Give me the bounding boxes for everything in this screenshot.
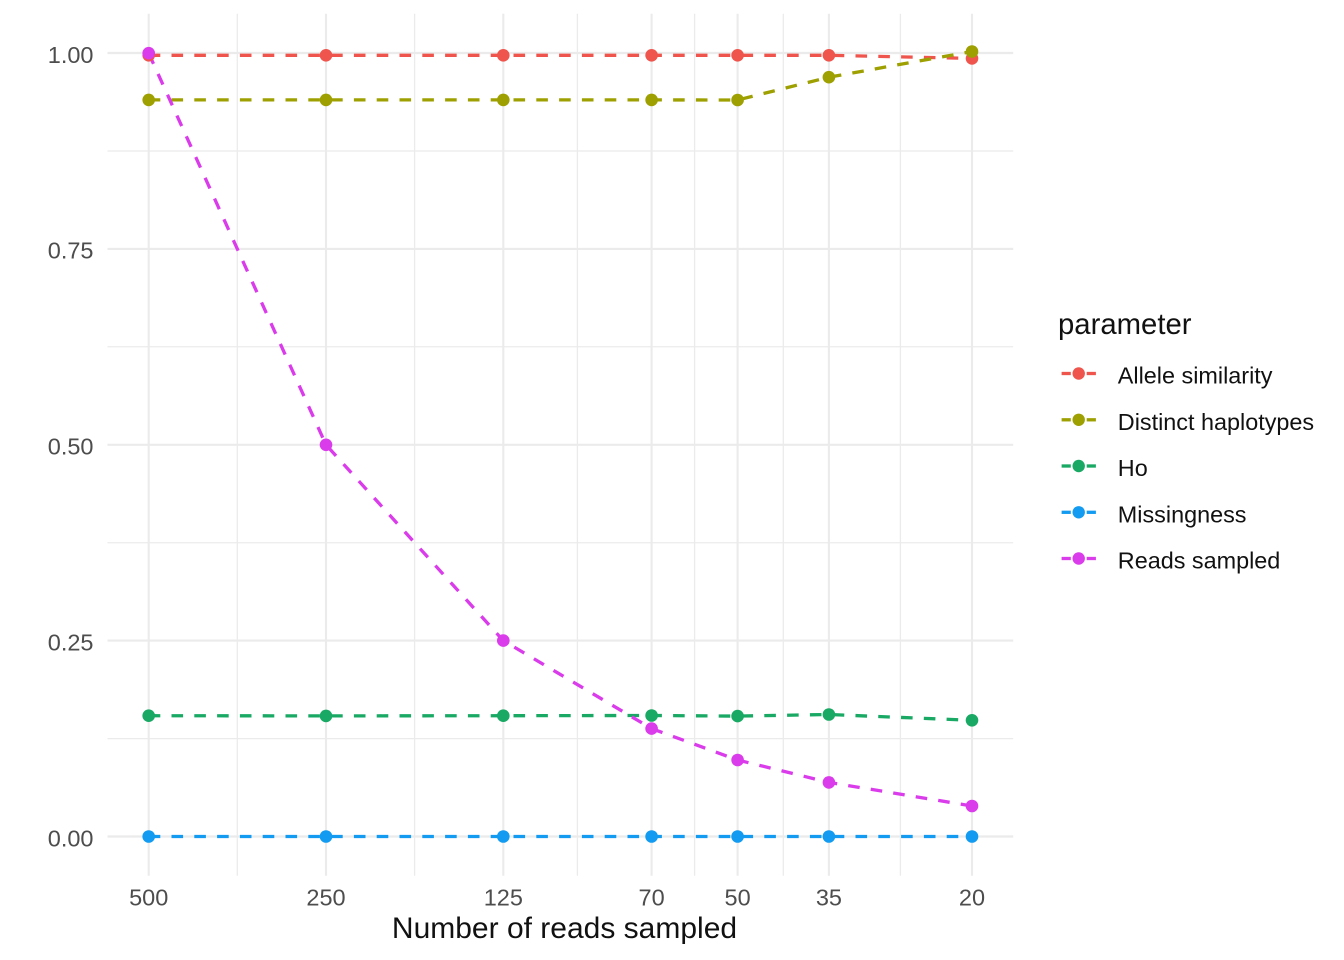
svg-text:Allele similarity: Allele similarity	[1118, 363, 1273, 389]
svg-text:125: 125	[484, 885, 523, 911]
svg-text:0.00: 0.00	[48, 825, 94, 851]
svg-text:500: 500	[129, 885, 168, 911]
svg-text:Number of reads sampled: Number of reads sampled	[392, 912, 737, 945]
svg-text:Ho: Ho	[1118, 455, 1148, 481]
svg-text:Reads sampled: Reads sampled	[1118, 548, 1281, 574]
svg-text:1.00: 1.00	[48, 42, 94, 68]
svg-text:250: 250	[306, 885, 345, 911]
svg-text:0.25: 0.25	[48, 629, 94, 655]
svg-text:70: 70	[639, 885, 665, 911]
svg-text:35: 35	[816, 885, 842, 911]
svg-text:0.50: 0.50	[48, 434, 94, 460]
svg-text:Distinct haplotypes: Distinct haplotypes	[1118, 409, 1314, 435]
svg-text:Missingness: Missingness	[1118, 501, 1247, 527]
svg-text:20: 20	[959, 885, 985, 911]
svg-text:parameter: parameter	[1058, 308, 1192, 341]
svg-text:50: 50	[725, 885, 751, 911]
svg-text:0.75: 0.75	[48, 238, 94, 264]
